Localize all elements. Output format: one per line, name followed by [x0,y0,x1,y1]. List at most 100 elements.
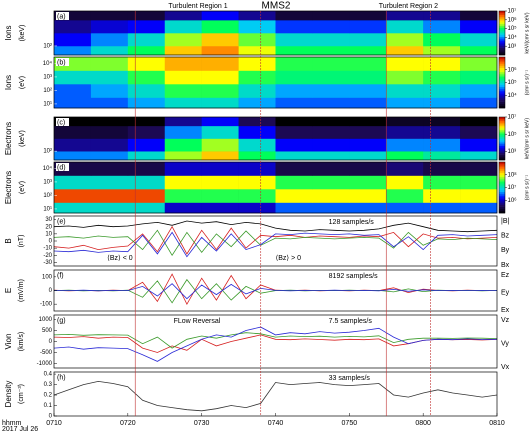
heatmap-cell [238,117,276,127]
heatmap-cell [386,20,424,34]
heatmap-cell [54,70,92,85]
heatmap-cell [164,151,202,161]
heatmap-cell [127,202,166,214]
heatmap-cell [238,57,276,71]
legend-entry: Bx [501,262,510,269]
heatmap-cell [275,117,313,127]
region-label: Turbulent Region 2 [379,3,438,10]
heatmap-cell [127,151,166,161]
heatmap-cell [238,202,276,214]
heatmap-cell [201,70,239,85]
colorbar-segment [499,12,505,15]
colorbar-segment [499,91,505,94]
heatmap-cell [238,11,276,21]
heatmap-cell [238,45,276,56]
y-tick-label: -30 [43,260,52,266]
heatmap-cell [460,125,498,139]
heatmap-cell [164,11,202,21]
heatmap-cell [127,97,166,109]
heatmap-cell [201,175,239,190]
series-line [54,283,497,300]
colorbar-tick-label: 10⁴ [508,92,518,99]
legend-entry: Ez [501,272,510,279]
y-axis-label: E [4,288,13,293]
panel-letter: (f) [57,272,64,279]
heatmap-cell [275,20,313,34]
heatmap-cell [349,70,387,85]
colorbar-segment [499,23,505,26]
colorbar-segment [499,208,505,212]
colorbar-segment [499,105,505,109]
sample-rate: 8192 samples/s [329,273,379,280]
series-line [54,220,497,233]
colorbar-segment [499,196,505,199]
heatmap-cell [460,188,498,203]
y-tick-label: 10² [43,149,52,155]
panel-letter: (a) [57,13,66,20]
colorbar-segment [499,166,505,169]
colorbar-segment [499,210,505,214]
colorbar-segment [499,142,505,145]
heatmap-cell [423,202,461,214]
y-tick-label: 10⁴ [43,60,53,67]
colorbar-segment [499,31,505,34]
heatmap-cell [386,175,424,190]
heatmap-cell [460,20,498,34]
heatmap-cell [460,151,498,161]
heatmap-cell [349,125,387,139]
heatmap-cell [423,11,461,21]
colorbar-segment [499,200,505,203]
series-line [54,231,497,258]
heatmap-cell [90,188,129,203]
heatmap-cell [460,202,498,214]
heatmap-cell [54,97,92,109]
heatmap-cell [460,33,498,47]
y-tick-label: 10² [43,88,52,94]
heatmap-cell [127,20,166,34]
colorbar-segment [499,22,505,25]
colorbar-segment [499,88,505,92]
colorbar-segment [499,34,505,37]
colorbar-segment [499,129,505,132]
colorbar-segment [499,131,505,134]
heatmap-cell [386,97,424,109]
heatmap-cell [386,57,424,71]
heatmap-cell [127,175,166,190]
group-label: Electrons [4,122,13,155]
y-tick-label: 0.1 [44,403,53,409]
heatmap-cell [423,125,461,139]
y-axis-unit: (nT) [18,235,25,248]
legend-entry: Vx [501,364,510,371]
plot-area [54,380,497,412]
heatmap-cell [201,45,239,56]
heatmap-cell [127,117,166,127]
colorbar-label: keV/(cm² s sr keV) [524,12,530,53]
colorbar-frame [498,10,506,56]
colorbar-segment [499,174,505,178]
y-tick-label: -10 [43,246,52,252]
y-tick-label: 10² [43,44,52,50]
colorbar-tick-label: 10³ [508,44,517,50]
heatmap-cell [201,125,239,139]
heatmap-cell [275,45,313,56]
heatmap-cell [90,97,129,109]
colorbar-tick-label: 10⁵ [508,131,518,138]
group-label: Ions [4,25,13,40]
colorbar-segment [499,204,505,207]
heatmap-cell [349,33,387,47]
colorbar-segment [499,67,505,71]
colorbar-segment [499,183,505,186]
colorbar-tick-label: 10⁶ [508,197,518,204]
heatmap-cell [201,57,239,71]
heatmap-cell [349,188,387,203]
heatmap-cell [201,188,239,203]
heatmap-cell [349,202,387,214]
heatmap-cell [386,162,424,176]
colorbar-segment [499,36,505,39]
y-tick-label: 1000 [39,317,53,323]
heatmap-cell [312,125,350,139]
colorbar-tick-label: 10⁶ [508,66,518,73]
colorbar-segment [499,120,505,123]
heatmap-cell [349,151,387,161]
colorbar-segment [499,185,505,188]
